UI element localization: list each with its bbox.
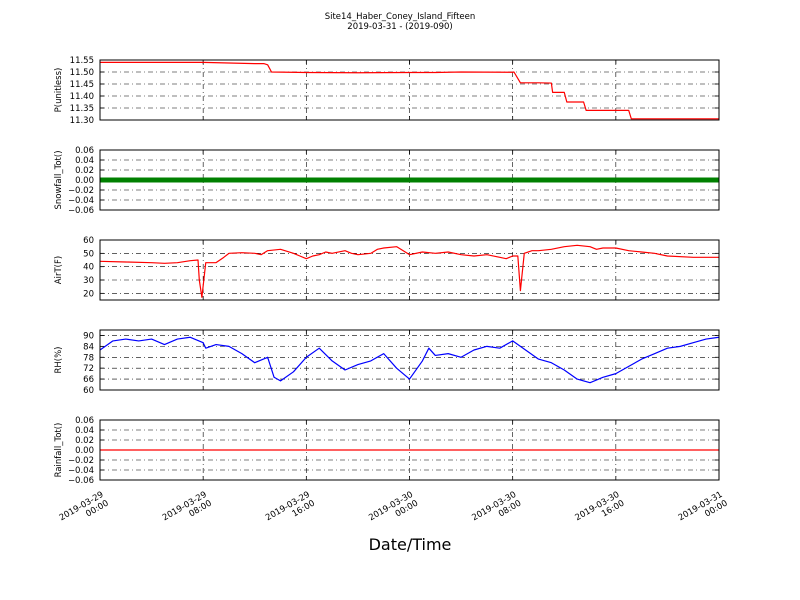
y-tick-label: 30 <box>83 276 94 286</box>
plot-frame <box>99 329 720 391</box>
y-tick-label: 11.30 <box>70 116 94 126</box>
y-tick-label: −0.04 <box>68 196 94 206</box>
chart-subtitle: 2019-03-31 - (2019-090) <box>347 22 452 32</box>
y-tick-label: 84 <box>83 342 94 352</box>
y-tick-label: 60 <box>83 236 94 246</box>
y-tick-label: 0.04 <box>75 156 94 166</box>
series-line <box>99 244 719 298</box>
plot-frame <box>99 239 720 301</box>
y-tick-label: 50 <box>83 249 94 259</box>
series-line <box>100 61 719 120</box>
y-axis-label: AirT(F) <box>54 256 64 284</box>
y-tick-label: 0.04 <box>75 426 94 436</box>
chart-panels: 11.55 11.50 11.45 11.40 11.35 11.30 P(unitless… <box>54 56 720 486</box>
y-tick-label: 11.35 <box>70 104 94 114</box>
y-tick-label: 11.40 <box>70 92 94 102</box>
y-tick-label: 0.02 <box>75 166 94 176</box>
plot-frame <box>99 59 720 121</box>
y-tick-label: 0.06 <box>75 416 94 426</box>
y-tick-label: 60 <box>83 386 94 396</box>
plot-frame <box>99 419 720 481</box>
panel-3: 60 50 40 30 20 AirT(F) <box>54 236 720 301</box>
chart-title: Site14_Haber_Coney_Island_Fifteen <box>325 12 476 22</box>
x-axis-label: Date/Time <box>369 535 452 554</box>
y-tick-label: −0.06 <box>68 476 94 486</box>
y-tick-label: 11.55 <box>70 56 94 66</box>
y-tick-label: 11.50 <box>70 68 94 78</box>
y-tick-label: 20 <box>83 289 94 299</box>
panel-5: 0.060.040.020.00−0.02−0.04−0.06 Rainfall_… <box>54 416 720 486</box>
series-line <box>99 336 720 384</box>
y-tick-label: 72 <box>83 364 94 374</box>
y-tick-label: 0.00 <box>75 446 94 456</box>
y-tick-label: 40 <box>83 263 94 273</box>
panel-1: 11.55 11.50 11.45 11.40 11.35 11.30 P(unitless… <box>54 56 720 126</box>
y-tick-label: −0.06 <box>68 206 94 216</box>
y-tick-label: −0.04 <box>68 466 94 476</box>
y-tick-label: 0.00 <box>75 176 94 186</box>
y-axis-label: RH(%) <box>54 346 64 373</box>
y-axis-label: Rainfall_Tot() <box>54 423 64 478</box>
y-tick-label: 11.45 <box>70 80 94 90</box>
plot-frame <box>99 149 720 211</box>
y-axis-label: Snowfall_Tot() <box>54 150 64 209</box>
y-tick-label: 90 <box>83 331 94 341</box>
y-tick-label: 0.06 <box>75 146 94 156</box>
y-tick-label: −0.02 <box>68 456 94 466</box>
y-tick-label: 0.02 <box>75 436 94 446</box>
y-tick-label: 66 <box>83 375 94 385</box>
y-tick-label: 78 <box>83 353 94 363</box>
panel-2: 0.060.040.020.00−0.02−0.04−0.06 Snowfall_… <box>54 146 720 216</box>
y-tick-label: −0.02 <box>68 186 94 196</box>
y-axis-label: P(unitless) <box>54 68 64 113</box>
